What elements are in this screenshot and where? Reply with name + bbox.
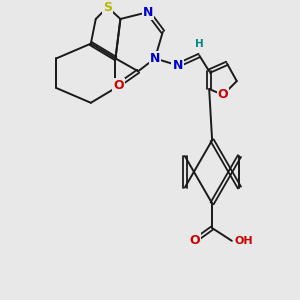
Text: O: O (218, 88, 228, 101)
Text: H: H (195, 39, 204, 49)
Text: OH: OH (235, 236, 254, 246)
Text: N: N (143, 6, 153, 19)
Text: O: O (189, 234, 200, 247)
Text: N: N (150, 52, 160, 65)
Text: O: O (113, 79, 124, 92)
Text: N: N (172, 59, 183, 72)
Text: S: S (103, 1, 112, 13)
